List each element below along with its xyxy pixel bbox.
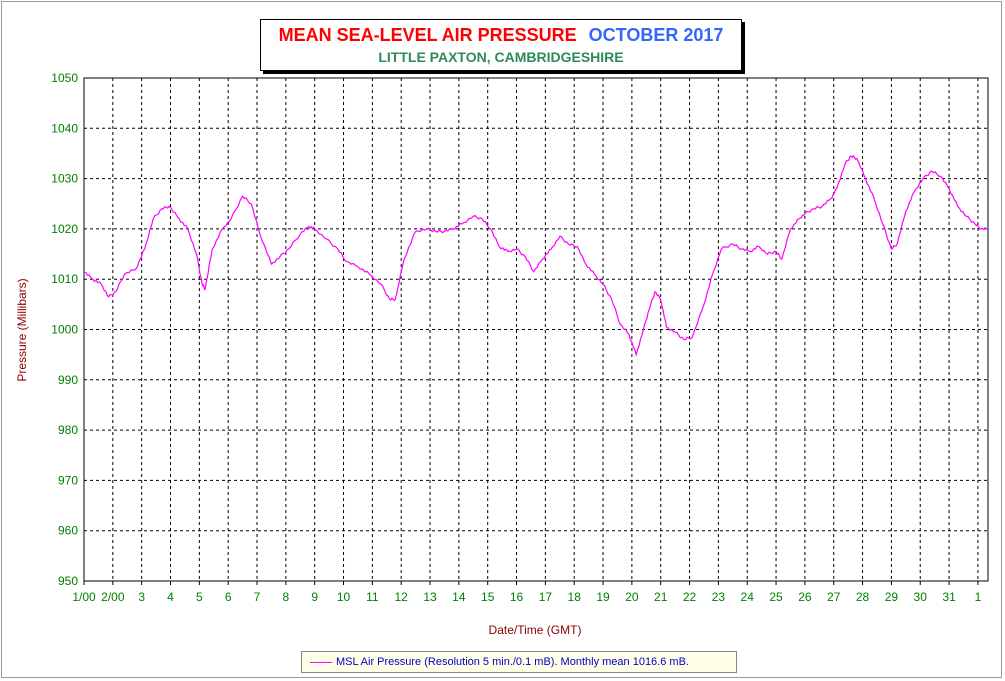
x-tick-label: 4 [167,590,174,604]
x-tick-label: 13 [423,590,437,604]
x-tick-label: 27 [827,590,841,604]
y-tick-label: 950 [58,574,78,588]
x-tick-label: 23 [712,590,726,604]
x-tick-label: 14 [452,590,466,604]
y-tick-label: 970 [58,473,78,487]
x-tick-label: 7 [254,590,261,604]
x-tick-labels: 1/00 2/00 3 4 5 6 7 8 9 10 11 12 13 14 15 16 17 18 19 20 21 2… [72,590,981,604]
x-tick-label: 10 [337,590,351,604]
plot-area-border [83,77,989,582]
chart-month-title: OCTOBER 2017 [588,25,724,45]
y-tick-label: 1010 [51,272,78,286]
y-tick-label: 980 [58,423,78,437]
y-tick-label: 1000 [51,323,78,337]
y-tick-label: 960 [58,524,78,538]
x-tick-label: 12 [395,590,409,604]
x-tick-label: 6 [225,590,232,604]
y-tick-label: 1030 [51,172,78,186]
y-tick-label: 1040 [51,121,78,135]
x-tick-label: 2/00 [101,590,125,604]
legend: MSL Air Pressure (Resolution 5 min./0.1 … [301,651,737,673]
x-tick-label: 17 [539,590,553,604]
x-tick-label: 15 [481,590,495,604]
x-tick-label: 8 [283,590,290,604]
x-axis-label: Date/Time (GMT) [489,623,582,637]
y-tick-label: 990 [58,373,78,387]
grid [84,78,988,581]
x-tick-label: 21 [654,590,668,604]
legend-swatch [310,662,332,663]
x-tick-label: 26 [798,590,812,604]
x-tick-label: 1/00 [72,590,96,604]
x-tick-label: 5 [196,590,203,604]
x-tick-label: 11 [366,590,379,604]
x-tick-label: 28 [856,590,870,604]
x-tick-label: 31 [942,590,956,604]
axes [83,77,989,585]
y-tick-labels: 950 960 970 980 990 1000 1010 1020 1030 1040 1050 [51,71,78,588]
y-tick-label: 1020 [51,222,78,236]
title-line: MEAN SEA-LEVEL AIR PRESSURE OCTOBER 2017 [261,25,741,46]
chart-subtitle: LITTLE PAXTON, CAMBRIDGESHIRE [378,49,624,65]
x-tick-label: 3 [138,590,145,604]
x-tick-label: 30 [914,590,928,604]
x-tick-label: 22 [683,590,697,604]
y-tick-label: 1050 [51,71,78,85]
x-tick-label: 29 [885,590,899,604]
series-layer [83,154,988,357]
y-axis-label: Pressure (Millibars) [15,278,29,381]
chart-title: MEAN SEA-LEVEL AIR PRESSURE [278,25,577,45]
series-line [83,154,988,357]
x-tick-label: 18 [568,590,582,604]
x-tick-label: 25 [769,590,783,604]
x-tick-label: 16 [510,590,524,604]
x-tick-label: 20 [625,590,639,604]
legend-label: MSL Air Pressure (Resolution 5 min./0.1 … [336,656,689,668]
x-tick-label: 19 [596,590,610,604]
title-box: MEAN SEA-LEVEL AIR PRESSURE OCTOBER 2017 … [260,19,742,71]
x-tick-label: 9 [311,590,318,604]
x-tick-label: 24 [741,590,755,604]
x-tick-label: 1 [975,590,982,604]
